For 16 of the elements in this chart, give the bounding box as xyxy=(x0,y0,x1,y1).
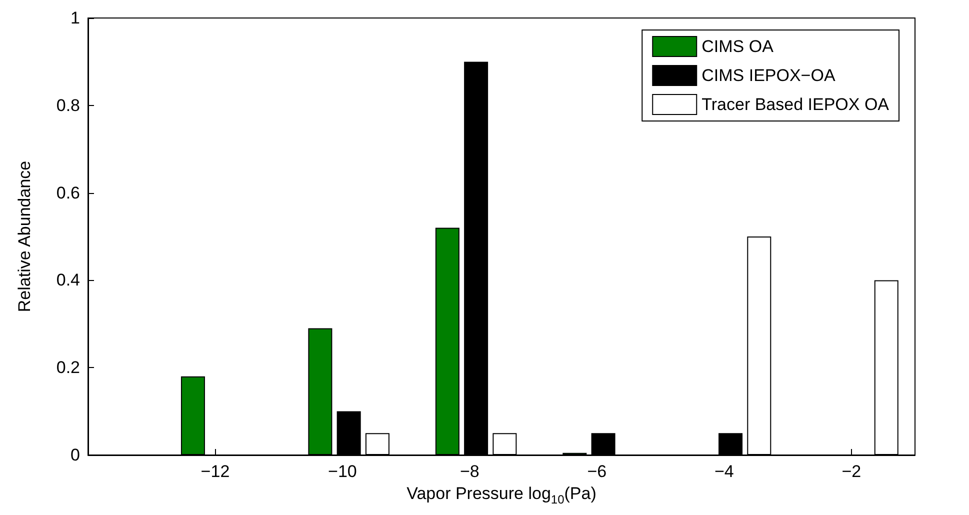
x-tick-label: −4 xyxy=(714,462,734,481)
y-tick-label: 0.4 xyxy=(56,270,80,290)
x-tick-label: −2 xyxy=(842,462,862,481)
y-tick-label: 0.2 xyxy=(56,358,80,378)
y-tick-label: 0 xyxy=(70,446,80,464)
y-tick-label: 1 xyxy=(70,8,80,28)
x-tick-label: −10 xyxy=(328,462,357,481)
legend-label: CIMS IEPOX−OA xyxy=(702,66,836,85)
x-tick-label: −8 xyxy=(460,462,480,481)
x-tick-label: −6 xyxy=(587,462,607,481)
legend-label: CIMS OA xyxy=(702,37,774,56)
x-tick-label: −12 xyxy=(200,462,230,481)
y-tick-label: 0.6 xyxy=(56,183,80,202)
legend-label: Tracer Based IEPOX OA xyxy=(702,95,890,114)
y-tick-label: 0.8 xyxy=(56,96,80,115)
y-axis-title: Relative Abundance xyxy=(15,160,34,312)
